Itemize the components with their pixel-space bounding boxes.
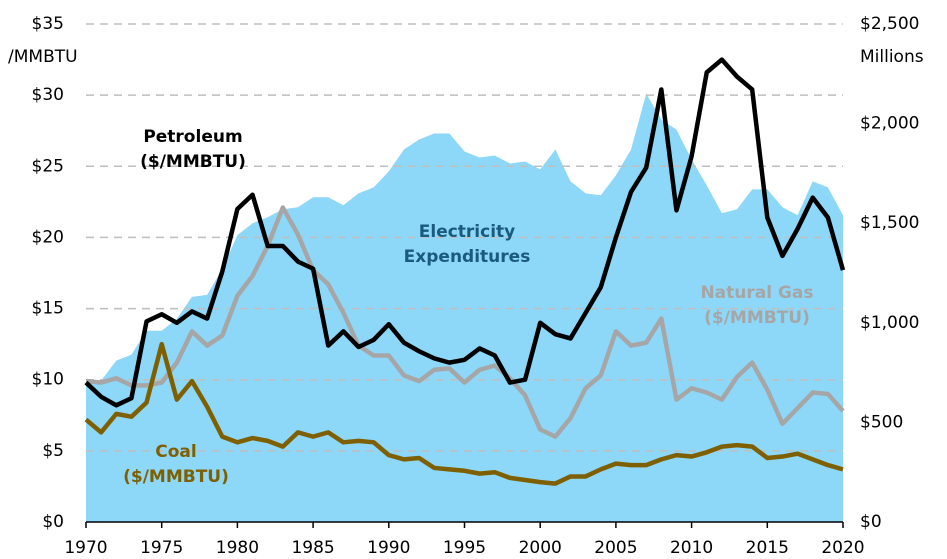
line (84, 341, 844, 486)
y-tick-label: $0 (42, 512, 64, 532)
line (85, 205, 845, 439)
x-tick-label: 2005 (594, 538, 637, 558)
series-label: ($/MMBTU) (123, 467, 229, 487)
series-label: Petroleum (143, 127, 242, 147)
y-tick-label: $10 (32, 370, 64, 390)
series-label: Natural Gas (700, 283, 813, 303)
x-tick-label: 2015 (746, 538, 789, 558)
series-label: Expenditures (404, 247, 531, 267)
y2-tick-label: $1,500 (860, 213, 919, 233)
y2-tick-label: $500 (860, 412, 903, 432)
y-tick-label: $5 (42, 441, 64, 461)
series-label: Electricity (419, 222, 516, 242)
series-label: Coal (155, 442, 196, 462)
y-axis-label: /MMBTU (8, 47, 78, 67)
x-tick-label: 1985 (291, 538, 334, 558)
x-tick-label: 2020 (821, 538, 864, 558)
series-label: ($/MMBTU) (704, 308, 810, 328)
x-tick-label: 2000 (519, 538, 562, 558)
x-tick-label: 1975 (140, 538, 183, 558)
y-tick-label: $15 (32, 299, 64, 319)
y2-tick-label: $0 (860, 512, 882, 532)
line (84, 57, 846, 408)
y2-tick-label: $2,500 (860, 14, 919, 34)
x-tick-label: 2010 (670, 538, 713, 558)
y-tick-label: $35 (32, 14, 64, 34)
x-tick-label: 1970 (64, 538, 107, 558)
x-tick-label: 1995 (443, 538, 486, 558)
y2-axis-label: Millions (860, 47, 924, 67)
x-tick-label: 1990 (367, 538, 410, 558)
y2-tick-label: $2,000 (860, 114, 919, 134)
y-tick-label: $25 (32, 156, 64, 176)
y-tick-label: $20 (32, 227, 64, 247)
y-tick-label: $30 (32, 85, 64, 105)
x-tick-label: 1980 (216, 538, 259, 558)
y2-tick-label: $1,000 (860, 313, 919, 333)
series-label: ($/MMBTU) (140, 152, 246, 172)
